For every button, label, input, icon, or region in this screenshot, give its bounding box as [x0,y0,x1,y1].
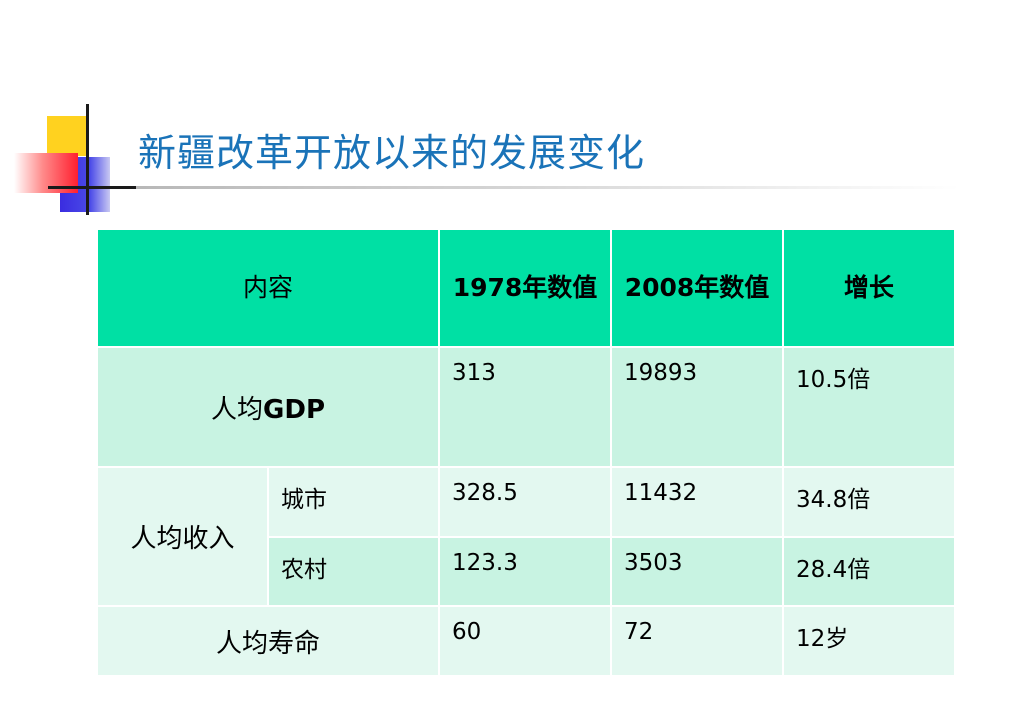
row-sublabel-rural: 农村 [266,536,441,607]
row-label-lifespan: 人均寿命 [95,605,441,677]
cell-growth: 34.8倍 [782,466,957,538]
table-row: 人均寿命 60 72 12岁 [95,605,957,677]
slide-title: 新疆改革开放以来的发展变化 [138,131,646,175]
logo-yellow-square-icon [47,116,87,156]
cell-2008: 11432 [610,466,785,538]
header-1978-value: 1978年数值 [438,228,613,348]
logo-horizontal-line [48,186,136,189]
row-sublabel-urban: 城市 [266,466,441,538]
cell-1978: 328.5 [438,466,613,538]
table-row: 农村 123.3 3503 28.4倍 [97,536,957,607]
cell-2008: 19893 [610,346,785,468]
cell-1978: 60 [438,605,613,677]
logo-vertical-line [86,104,89,215]
row-label-gdp-prefix: 人均 [211,394,264,425]
header-content: 内容 [95,228,441,348]
cell-growth: 10.5倍 [782,346,957,468]
table-header-row: 内容 1978年数值 2008年数值 增长 [95,228,957,348]
cell-2008: 72 [610,605,785,677]
cell-growth: 28.4倍 [782,536,957,607]
row-label-gdp-suffix: GDP [263,394,325,425]
cell-1978: 123.3 [438,536,613,607]
cell-growth: 12岁 [782,605,957,677]
header-growth: 增长 [782,228,957,348]
row-label-gdp: 人均GDP [95,346,441,468]
cell-2008: 3503 [610,536,785,607]
table-row: 人均GDP 313 19893 10.5倍 [95,346,957,468]
cell-1978: 313 [438,346,613,468]
comparison-table: 内容 1978年数值 2008年数值 增长 人均GDP 313 19893 10… [95,228,957,677]
title-underline-divider [100,186,960,189]
row-label-income: 人均收入 [96,466,269,607]
header-2008-value: 2008年数值 [610,228,785,348]
table-row: 人均收入 城市 328.5 11432 34.8倍 [96,466,957,607]
